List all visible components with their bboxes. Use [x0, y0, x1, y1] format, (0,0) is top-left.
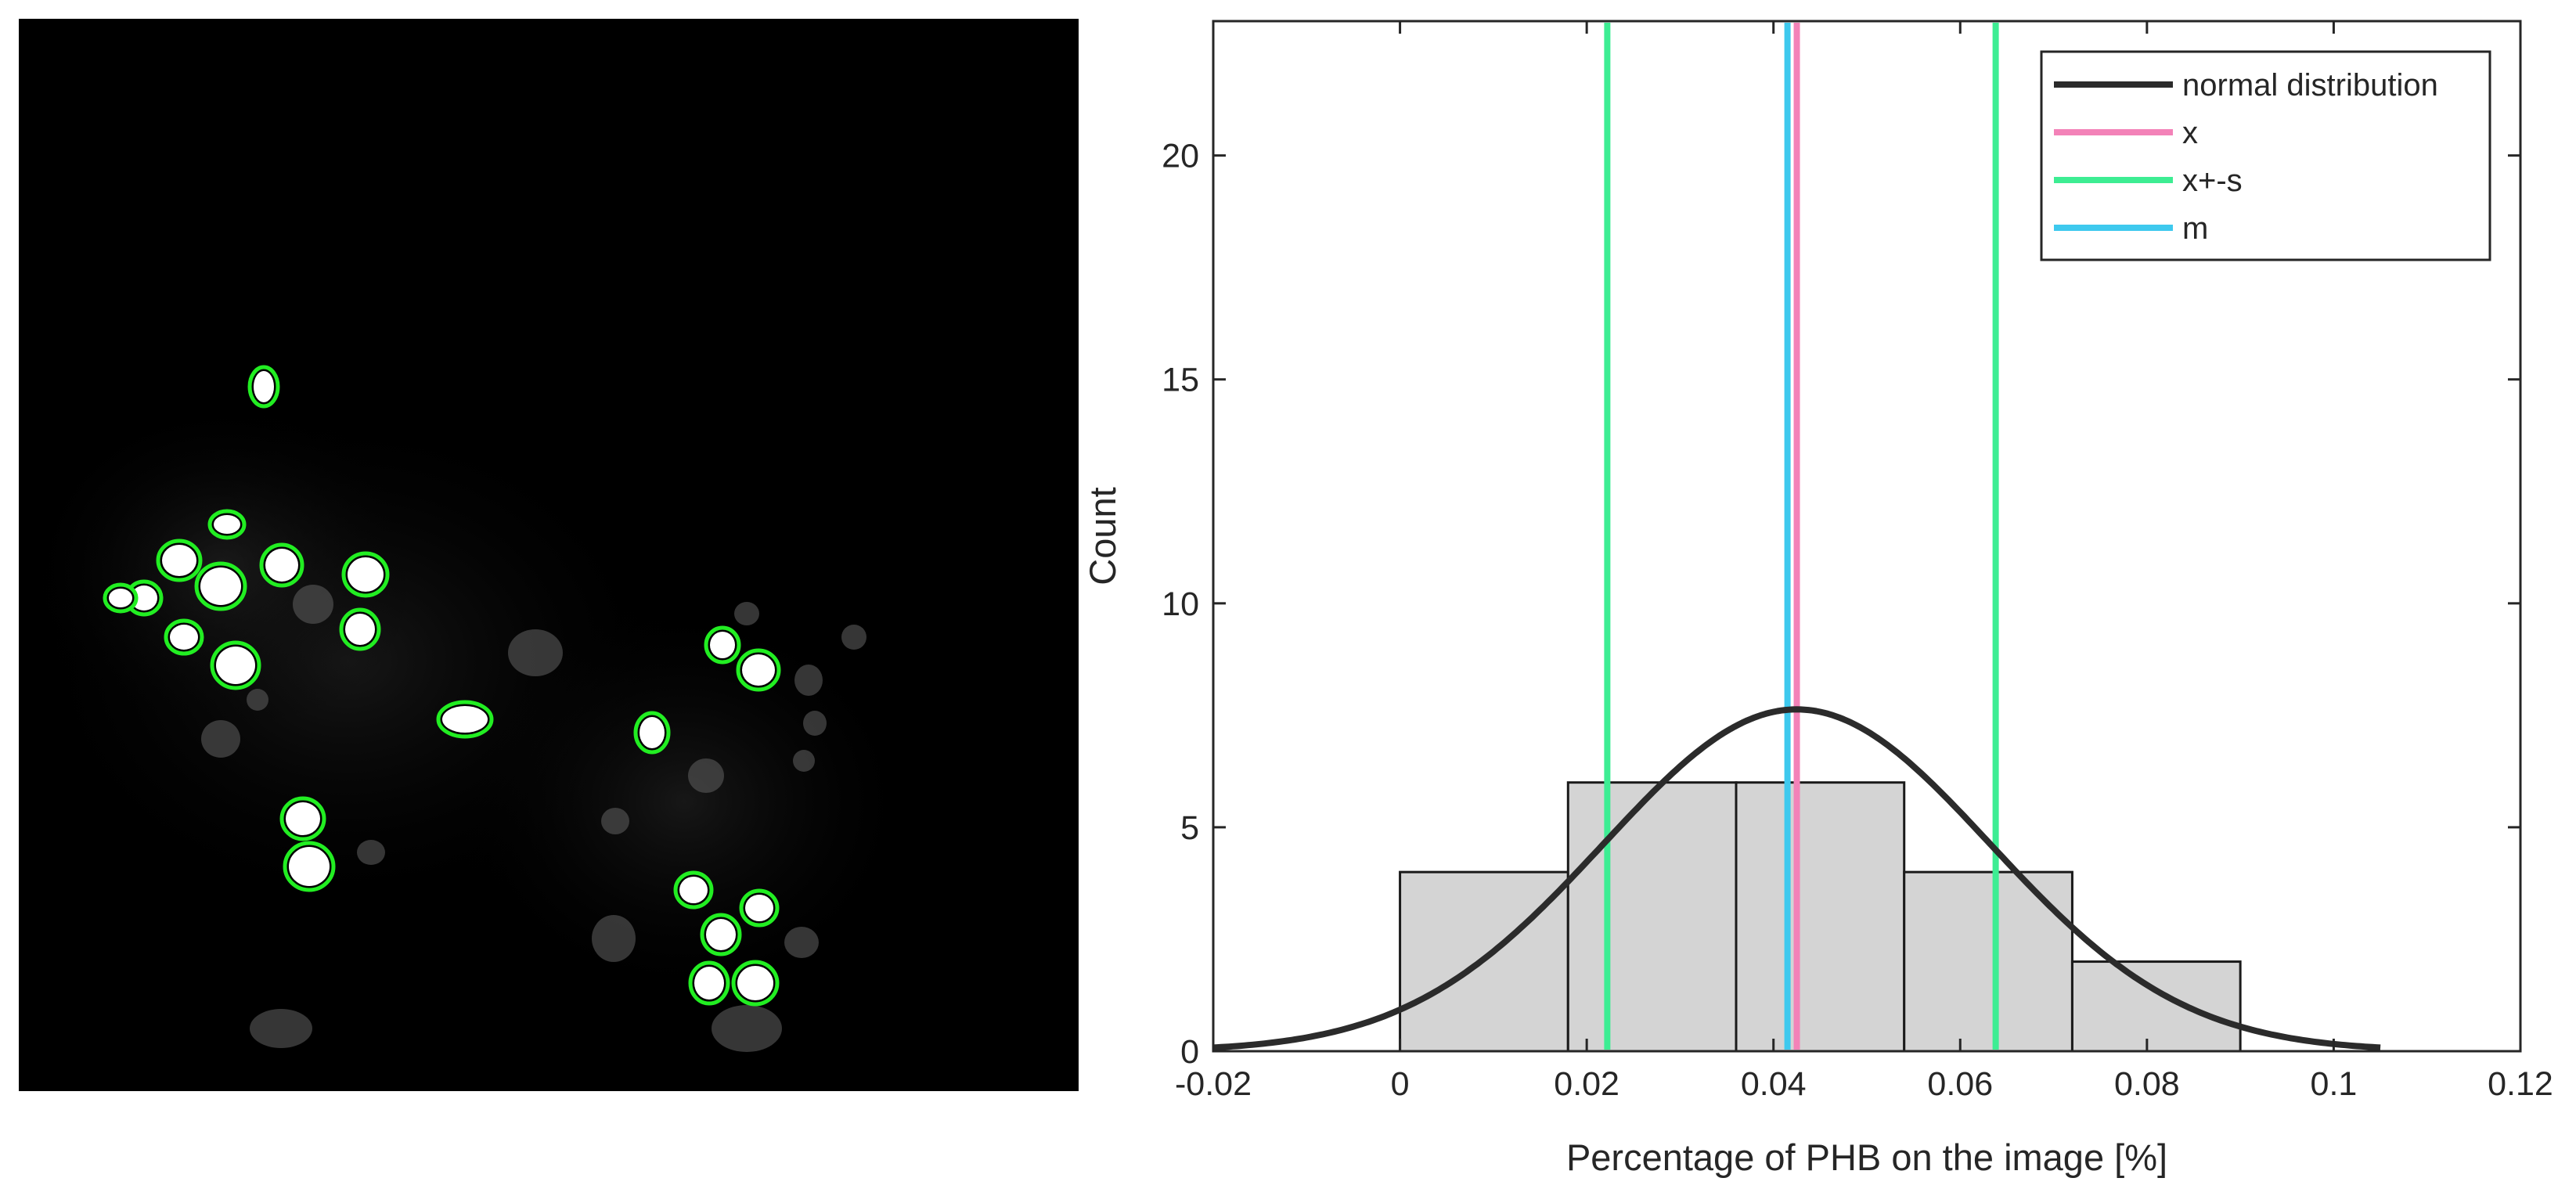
dim-cell — [357, 840, 385, 865]
legend-entry: x — [2054, 116, 2198, 150]
dim-cell — [508, 629, 563, 676]
phb-cell — [688, 960, 730, 1006]
dim-cell — [841, 625, 866, 650]
legend-label: m — [2182, 211, 2208, 246]
phb-cell — [736, 648, 781, 692]
phb-cell — [164, 618, 204, 656]
x-axis-label: Percentage of PHB on the image [%] — [1566, 1137, 2167, 1178]
x-tick-label: 0.04 — [1741, 1065, 1807, 1103]
dim-cell — [734, 602, 759, 625]
statistic-lines — [1604, 23, 1999, 1050]
dim-cell-group — [201, 585, 866, 1052]
phb-cell — [704, 625, 741, 665]
phb-cell — [247, 365, 280, 409]
dim-cell — [794, 665, 823, 696]
y-tick-label: 20 — [1162, 138, 1199, 175]
dim-cell — [712, 1005, 782, 1052]
y-tick-label: 5 — [1180, 809, 1199, 847]
y-tick-label: 10 — [1162, 585, 1199, 623]
phb-cell — [673, 870, 714, 910]
phb-cell — [739, 888, 780, 928]
phb-cell — [731, 960, 780, 1007]
legend: normal distribution x x+-s m — [2040, 50, 2491, 261]
phb-cell — [341, 551, 390, 598]
legend-label: normal distribution — [2182, 68, 2438, 103]
x-tick-label: -0.02 — [1175, 1065, 1252, 1103]
x-tick-label: 0 — [1391, 1065, 1410, 1103]
legend-label: x+-s — [2182, 164, 2243, 198]
dim-cell — [293, 585, 333, 624]
phb-cell — [210, 640, 261, 690]
dim-cell — [793, 750, 815, 772]
x-tick-label: 0.08 — [2114, 1065, 2180, 1103]
histogram-bar — [1566, 781, 1738, 1053]
phb-cell — [700, 913, 742, 956]
histogram-bar — [2070, 960, 2242, 1053]
dim-cell — [247, 689, 268, 711]
dim-cell — [784, 927, 819, 958]
microscopy-image — [19, 19, 1079, 1091]
cell-group — [103, 365, 781, 1007]
histogram-bar — [1903, 870, 2073, 1053]
dim-cell — [201, 720, 240, 758]
x-tick-label: 0.06 — [1927, 1065, 1993, 1103]
phb-cell — [436, 700, 494, 739]
dim-cell — [688, 758, 724, 793]
histogram-bar — [1735, 781, 1906, 1053]
y-tick-label: 0 — [1180, 1033, 1199, 1071]
legend-entry: normal distribution — [2054, 68, 2438, 103]
dim-cell — [601, 808, 629, 834]
axes-frame — [1212, 20, 2522, 1053]
y-ticks: 0 5 10 15 20 — [1162, 138, 2520, 1071]
x-tick-label: 0.12 — [2488, 1065, 2553, 1103]
phb-cell — [283, 841, 336, 892]
x-ticks: -0.02 0 0.02 0.04 0.06 0.08 0.1 0.12 — [1175, 21, 2553, 1103]
legend-entry: x+-s — [2054, 164, 2243, 198]
y-tick-label: 15 — [1162, 362, 1199, 399]
x-tick-label: 0.1 — [2311, 1065, 2358, 1103]
phb-cell — [194, 561, 247, 611]
legend-entry: m — [2054, 211, 2208, 246]
legend-label: x — [2182, 116, 2198, 150]
phb-cell — [633, 711, 671, 755]
x-tick-label: 0.02 — [1554, 1065, 1619, 1103]
dim-cell — [250, 1009, 312, 1048]
phb-cell — [207, 509, 247, 540]
phb-cell — [339, 607, 381, 651]
phb-cell — [103, 582, 139, 614]
phb-cell — [156, 539, 203, 582]
normal-distribution-curve — [1212, 706, 2381, 1051]
phb-cell — [259, 542, 304, 588]
dim-cell — [803, 711, 827, 736]
phb-cell — [279, 796, 326, 841]
y-axis-label: Count — [1082, 487, 1123, 585]
dim-cell — [592, 915, 636, 962]
